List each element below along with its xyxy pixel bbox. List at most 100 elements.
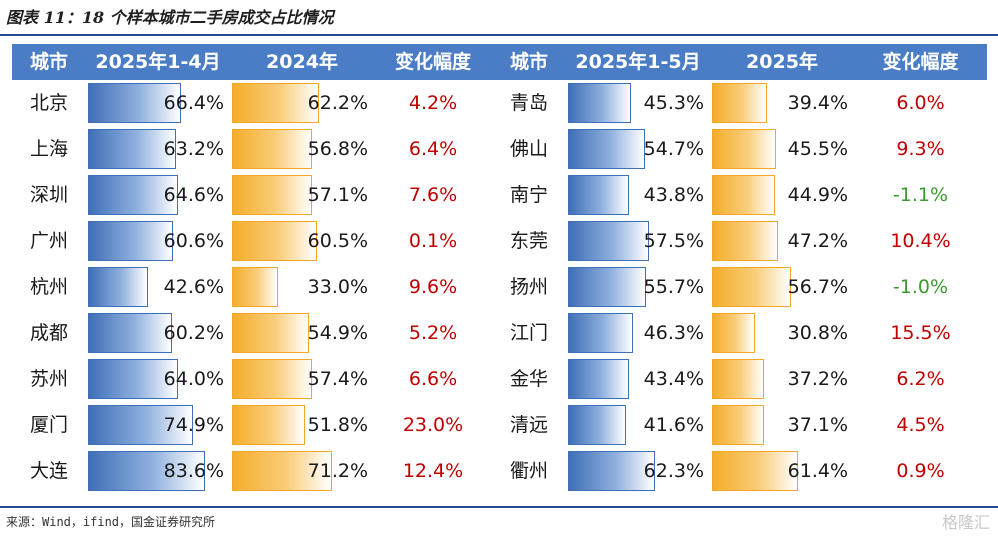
chart-title: 图表 11：18 个样本城市二手房成交占比情况 [6, 8, 334, 27]
bar-left-a [88, 313, 172, 353]
header-col-a-right: 2025年1-5月 [575, 51, 701, 73]
value-label-right-a: 46.3% [643, 322, 704, 344]
header-change-left: 变化幅度 [394, 51, 471, 73]
city-label-left: 北京 [29, 92, 68, 114]
bar-right-b [712, 267, 791, 307]
table-row: 大连 83.6% 71.2% 12.4% 衢州 62.3% 61.4% 0.9% [12, 448, 987, 494]
city-label-right: 南宁 [509, 184, 548, 206]
bar-right-b [712, 175, 775, 215]
bottom-rule [0, 506, 998, 508]
header-change-right: 变化幅度 [882, 51, 959, 73]
value-label-right-b: 39.4% [787, 92, 848, 114]
change-label-right: -1.0% [892, 276, 949, 298]
source-note: 来源：Wind，ifind，国金证券研究所 [6, 515, 216, 529]
bar-left-a [88, 405, 193, 445]
change-label-left: 4.2% [408, 92, 458, 114]
change-label-left: 5.2% [408, 322, 458, 344]
value-label-right-b: 44.9% [787, 184, 848, 206]
bar-left-a [88, 175, 178, 215]
bar-left-b [232, 175, 312, 215]
bar-left-a [88, 129, 176, 169]
bar-left-b [232, 405, 305, 445]
value-label-left-b: 54.9% [307, 322, 368, 344]
bar-right-a [568, 83, 631, 123]
table-row: 北京 66.4% 62.2% 4.2% 青岛 45.3% 39.4% 6.0% [12, 80, 987, 126]
table-row: 厦门 74.9% 51.8% 23.0% 清远 41.6% 37.1% 4.5% [12, 402, 987, 448]
bar-right-b [712, 405, 764, 445]
table-row: 广州 60.6% 60.5% 0.1% 东莞 57.5% 47.2% 10.4% [12, 218, 987, 264]
bar-left-a [88, 267, 148, 307]
change-label-left: 23.0% [402, 414, 464, 436]
table-row: 上海 63.2% 56.8% 6.4% 佛山 54.7% 45.5% 9.3% [12, 126, 987, 172]
value-label-left-b: 62.2% [307, 92, 368, 114]
change-label-right: 10.4% [890, 230, 951, 252]
change-label-left: 6.4% [408, 138, 458, 160]
bar-right-a [568, 129, 645, 169]
header-col-b-left: 2024年 [266, 51, 338, 73]
bar-right-b [712, 83, 767, 123]
bar-left-a [88, 359, 178, 399]
bar-left-b [232, 313, 309, 353]
value-label-left-a: 66.4% [163, 92, 224, 114]
bar-left-a [88, 451, 205, 491]
change-label-left: 7.6% [408, 184, 458, 206]
change-label-right: 9.3% [896, 138, 945, 160]
city-label-left: 广州 [29, 230, 68, 252]
value-label-right-a: 45.3% [643, 92, 704, 114]
city-label-left: 厦门 [29, 414, 68, 436]
bar-right-a [568, 313, 633, 353]
value-label-left-b: 57.4% [307, 368, 368, 390]
header-city-right: 城市 [509, 51, 548, 73]
value-label-left-b: 33.0% [307, 276, 368, 298]
bar-right-b [712, 129, 776, 169]
value-label-right-b: 30.8% [787, 322, 848, 344]
city-label-right: 佛山 [509, 138, 548, 160]
bar-right-b [712, 359, 764, 399]
city-label-right: 清远 [509, 414, 548, 436]
bar-left-b [232, 451, 332, 491]
value-label-right-b: 37.1% [787, 414, 848, 436]
value-label-right-a: 55.7% [643, 276, 704, 298]
value-label-left-a: 42.6% [163, 276, 224, 298]
change-label-left: 0.1% [408, 230, 458, 252]
change-label-right: 15.5% [890, 322, 951, 344]
value-label-right-a: 41.6% [643, 414, 704, 436]
value-label-right-a: 43.4% [643, 368, 704, 390]
city-label-right: 东莞 [509, 230, 548, 252]
value-label-left-a: 63.2% [163, 138, 224, 160]
watermark: 格隆汇 [941, 513, 990, 532]
change-label-right: 6.0% [896, 92, 945, 114]
change-label-right: 6.2% [896, 368, 945, 390]
value-label-right-b: 45.5% [787, 138, 848, 160]
value-label-right-b: 47.2% [787, 230, 848, 252]
bar-left-b [232, 359, 312, 399]
value-label-left-b: 51.8% [307, 414, 368, 436]
value-label-left-b: 60.5% [307, 230, 368, 252]
bar-right-b [712, 221, 778, 261]
header-city-left: 城市 [29, 51, 68, 73]
value-label-left-a: 83.6% [163, 460, 224, 482]
value-label-left-b: 56.8% [307, 138, 368, 160]
bar-right-a [568, 221, 649, 261]
change-label-right: -1.1% [892, 184, 949, 206]
value-label-left-a: 60.6% [163, 230, 224, 252]
city-label-left: 深圳 [29, 184, 68, 206]
value-label-right-a: 62.3% [643, 460, 704, 482]
change-label-left: 12.4% [402, 460, 464, 482]
value-label-right-a: 57.5% [643, 230, 704, 252]
change-label-right: 0.9% [896, 460, 945, 482]
bar-right-a [568, 359, 629, 399]
bar-right-b [712, 313, 755, 353]
value-label-right-a: 54.7% [643, 138, 704, 160]
city-label-right: 衢州 [509, 460, 548, 482]
value-label-right-b: 61.4% [787, 460, 848, 482]
bar-left-a [88, 221, 173, 261]
bar-left-b [232, 83, 319, 123]
value-label-left-b: 57.1% [307, 184, 368, 206]
city-label-left: 苏州 [29, 368, 68, 390]
change-label-left: 9.6% [408, 276, 458, 298]
value-label-left-a: 64.6% [163, 184, 224, 206]
city-label-left: 大连 [29, 460, 68, 482]
bar-left-b [232, 267, 278, 307]
bar-left-a [88, 83, 181, 123]
